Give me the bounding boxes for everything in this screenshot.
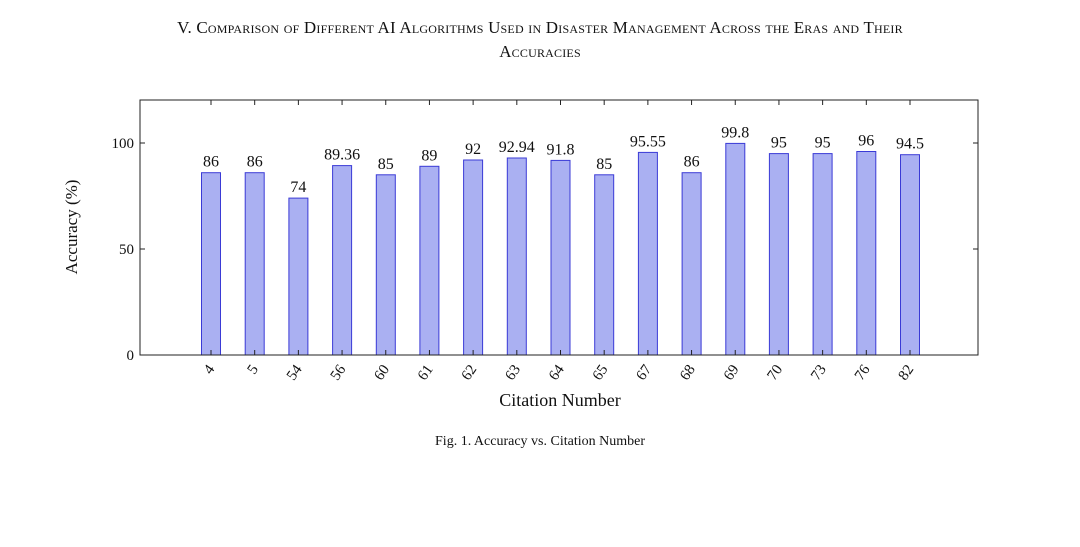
plot-frame (139, 99, 979, 356)
y-tick-label-50: 50 (119, 242, 134, 258)
bar-67 (637, 151, 658, 356)
x-tick-label-70: 70 (764, 362, 786, 383)
bar-64 (550, 159, 571, 356)
value-label-69: 99.8 (721, 124, 749, 141)
bar-70 (768, 153, 789, 356)
x-axis-title: Citation Number (499, 390, 620, 410)
bar-69 (725, 142, 746, 356)
section-heading: V. Comparison of Different AI Algorithms… (177, 18, 903, 37)
bar-73 (812, 153, 833, 356)
value-label-64: 91.8 (547, 141, 575, 158)
value-label-62: 92 (465, 141, 481, 158)
x-tick-label-76: 76 (852, 362, 874, 384)
value-label-82: 94.5 (896, 136, 924, 153)
value-labels: 86 86 74 89.36 85 89 92 92.94 91.8 85 95.55 86 99.8 9… (203, 124, 924, 196)
bar-56 (332, 165, 353, 356)
x-tick-label-5: 5 (245, 362, 262, 377)
value-label-65: 85 (596, 156, 612, 173)
bars-layer (201, 142, 920, 356)
value-label-56: 89.36 (324, 147, 360, 164)
value-label-60: 85 (378, 156, 394, 173)
bar-82 (900, 154, 920, 356)
x-tick-label-60: 60 (371, 362, 393, 383)
value-label-63: 92.94 (499, 139, 535, 156)
x-tick-label-67: 67 (633, 362, 655, 384)
bar-65 (594, 174, 615, 356)
bar-60 (375, 174, 396, 356)
value-label-5: 86 (247, 154, 263, 171)
x-tick-label-63: 63 (502, 362, 524, 383)
bar-4 (201, 172, 221, 356)
bar-68 (681, 172, 702, 356)
bar-5 (244, 172, 265, 356)
y-axis-ticks: 0 50 100 (112, 136, 978, 364)
value-label-61: 89 (421, 147, 437, 164)
x-tick-label-54: 54 (284, 362, 306, 384)
x-tick-label-61: 61 (415, 362, 437, 383)
y-axis-title: Accuracy (%) (62, 180, 81, 275)
section-heading-continued: Accuracies (499, 42, 581, 61)
x-tick-label-4: 4 (201, 362, 219, 378)
x-tick-label-64: 64 (546, 362, 568, 384)
x-tick-label-82: 82 (896, 362, 918, 383)
bar-63 (506, 157, 527, 356)
x-tick-label-68: 68 (677, 362, 699, 383)
x-tick-label-56: 56 (328, 362, 350, 384)
value-label-70: 95 (771, 135, 787, 152)
value-label-54: 74 (290, 179, 306, 196)
bar-76 (856, 151, 877, 356)
y-tick-label-0: 0 (127, 348, 135, 364)
bar-62 (463, 159, 484, 356)
value-label-76: 96 (858, 133, 874, 150)
bar-61 (419, 165, 440, 356)
x-tick-label-69: 69 (721, 362, 743, 383)
value-label-73: 95 (815, 135, 831, 152)
y-tick-label-100: 100 (112, 136, 135, 152)
x-tick-label-62: 62 (459, 362, 481, 383)
x-tick-label-65: 65 (590, 362, 612, 383)
bar-54 (288, 197, 309, 356)
x-tick-label-73: 73 (808, 362, 830, 383)
figure-caption: Fig. 1. Accuracy vs. Citation Number (435, 434, 645, 449)
value-label-4: 86 (203, 154, 219, 171)
value-label-67: 95.55 (630, 133, 666, 150)
value-label-68: 86 (684, 154, 700, 171)
